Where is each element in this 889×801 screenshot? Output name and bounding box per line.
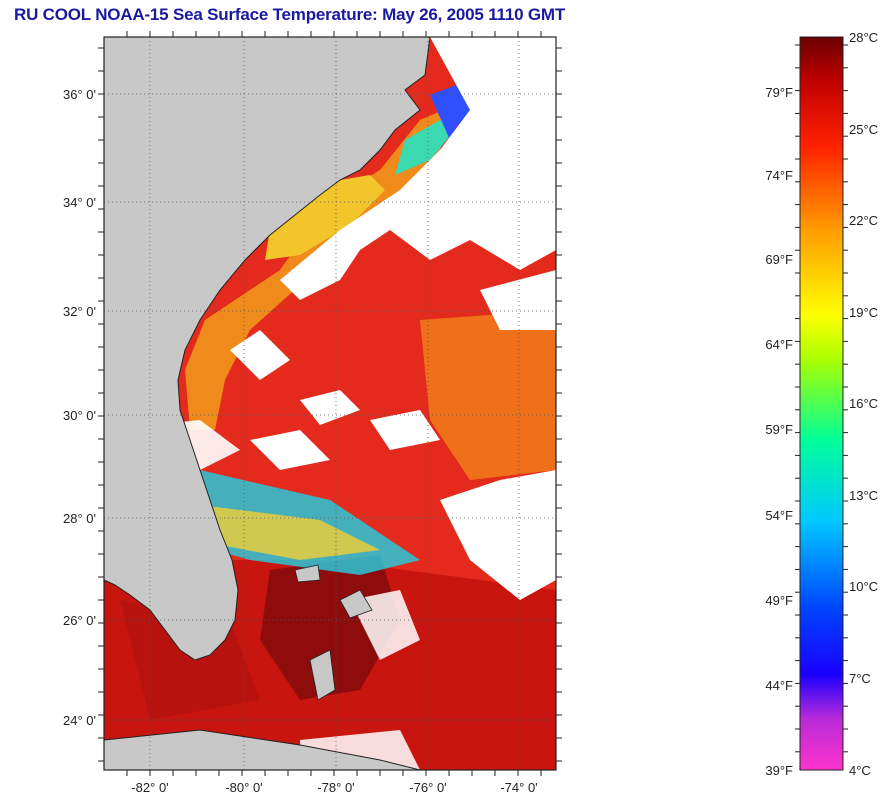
cloud-cover-east — [480, 270, 556, 330]
celsius-label: 22°C — [849, 213, 878, 228]
celsius-label: 28°C — [849, 30, 878, 45]
map-grid — [104, 37, 556, 770]
cloud-patch — [370, 410, 440, 450]
lat-label: 28° 0' — [63, 511, 96, 526]
map-title: RU COOL NOAA-15 Sea Surface Temperature:… — [14, 5, 566, 24]
inshore-cool-water — [265, 175, 385, 260]
colorbar: 28°C 25°C 22°C 19°C 16°C 13°C 10°C 7°C 4… — [765, 30, 878, 778]
fahrenheit-label: 59°F — [765, 422, 793, 437]
cloud-patch — [250, 430, 330, 470]
celsius-label: 10°C — [849, 579, 878, 594]
fahrenheit-label: 79°F — [765, 85, 793, 100]
colorbar-gradient — [799, 36, 844, 771]
celsius-label: 19°C — [849, 305, 878, 320]
celsius-label: 16°C — [849, 396, 878, 411]
lon-label: -78° 0' — [317, 780, 354, 795]
map-panel — [104, 37, 556, 770]
cloud-patch — [300, 390, 360, 425]
mixed-water-band — [200, 505, 380, 560]
us-coastline-land — [104, 37, 431, 661]
lat-label: 34° 0' — [63, 195, 96, 210]
bahamas-island — [309, 649, 336, 701]
fahrenheit-label: 54°F — [765, 508, 793, 523]
colorbar-ticks — [795, 44, 848, 753]
celsius-label: 4°C — [849, 763, 871, 778]
fahrenheit-label: 64°F — [765, 337, 793, 352]
cuba-land — [104, 729, 421, 770]
celsius-label: 7°C — [849, 671, 871, 686]
lon-label: -76° 0' — [409, 780, 446, 795]
bahamas-island — [339, 589, 373, 619]
fahrenheit-label: 39°F — [765, 763, 793, 778]
cloud-cover-north — [280, 37, 556, 300]
celsius-label: 13°C — [849, 488, 878, 503]
latitude-labels: 36° 0' 34° 0' 32° 0' 30° 0' 28° 0' 26° 0… — [63, 87, 96, 728]
map-frame — [103, 36, 557, 771]
lon-label: -82° 0' — [131, 780, 168, 795]
cloud-cover-southeast — [440, 470, 556, 600]
fahrenheit-label: 44°F — [765, 678, 793, 693]
lon-label: -74° 0' — [500, 780, 537, 795]
lat-label: 30° 0' — [63, 408, 96, 423]
lat-label: 36° 0' — [63, 87, 96, 102]
fahrenheit-label: 69°F — [765, 252, 793, 267]
axis-ticks — [98, 31, 562, 776]
longitude-labels: -82° 0' -80° 0' -78° 0' -76° 0' -74° 0' — [131, 780, 537, 795]
continental-shelf-water — [185, 105, 455, 430]
cloud-patch — [230, 330, 290, 380]
lat-label: 26° 0' — [63, 613, 96, 628]
celsius-label: 25°C — [849, 122, 878, 137]
lat-label: 24° 0' — [63, 713, 96, 728]
fahrenheit-label: 74°F — [765, 168, 793, 183]
fahrenheit-label: 49°F — [765, 593, 793, 608]
offshore-orange-water — [420, 310, 556, 480]
bahamas-island — [294, 564, 321, 583]
lon-label: -80° 0' — [225, 780, 262, 795]
lat-label: 32° 0' — [63, 304, 96, 319]
cape-hatteras-cool-water — [395, 120, 455, 175]
bahamas-bank-water — [260, 555, 400, 700]
